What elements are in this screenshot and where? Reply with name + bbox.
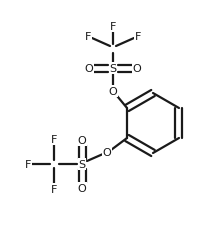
Text: O: O: [78, 135, 86, 145]
Text: S: S: [79, 159, 86, 169]
Text: F: F: [51, 184, 57, 194]
Text: F: F: [25, 159, 31, 169]
Text: O: O: [103, 147, 111, 157]
Text: F: F: [135, 32, 141, 42]
Text: O: O: [85, 64, 93, 74]
Text: F: F: [51, 134, 57, 144]
Text: O: O: [78, 183, 86, 193]
Text: O: O: [109, 87, 117, 97]
Text: F: F: [85, 32, 91, 42]
Text: S: S: [109, 64, 117, 74]
Text: F: F: [110, 22, 116, 32]
Text: O: O: [133, 64, 141, 74]
